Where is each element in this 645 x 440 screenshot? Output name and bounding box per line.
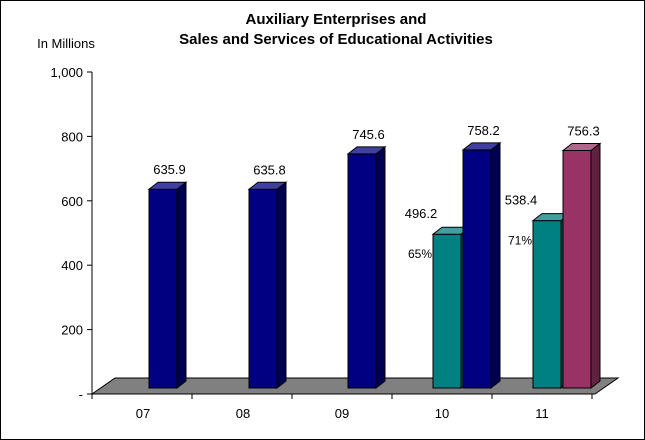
bar-front: [432, 233, 462, 389]
y-tick-label: -: [79, 387, 83, 402]
bar-front: [248, 188, 278, 389]
bar-top: [346, 146, 387, 155]
y-tick-label: 200: [61, 323, 83, 338]
bar-side: [276, 181, 287, 390]
bar-front: [148, 188, 178, 389]
bar-top: [247, 181, 288, 190]
bar-10-right: [461, 141, 502, 390]
bar-08-single: [247, 181, 288, 390]
bar-11-right: [561, 142, 602, 390]
y-tick-label: 1,000: [50, 65, 83, 80]
x-tick-label: 09: [335, 406, 349, 421]
y-tick-label: 400: [61, 258, 83, 273]
bar-side: [176, 181, 187, 390]
bar-top: [561, 142, 602, 151]
bar-front: [462, 149, 492, 389]
bar-percent-label: 71%: [508, 234, 532, 248]
x-tick-label: 07: [136, 406, 150, 421]
y-axis-label: In Millions: [37, 36, 95, 51]
chart-title-line-0: Auxiliary Enterprises and: [246, 11, 427, 28]
chart-title-line-1: Sales and Services of Educational Activi…: [179, 31, 493, 48]
bar-value-label: 756.3: [567, 123, 600, 138]
x-tick-label: 11: [535, 406, 549, 421]
x-tick-label: 10: [435, 406, 449, 421]
bar-value-label: 538.4: [505, 193, 538, 208]
x-tick-label: 08: [236, 406, 250, 421]
bar-top: [147, 181, 188, 190]
bar-side: [490, 141, 501, 390]
bar-front: [347, 153, 377, 389]
bar-side: [375, 145, 386, 390]
bar-value-label: 758.2: [467, 123, 500, 138]
bar-value-label: 745.6: [352, 127, 385, 142]
bar-value-label: 635.8: [253, 162, 286, 177]
y-tick-label: 800: [61, 129, 83, 144]
bar-side: [590, 142, 601, 390]
bar-09-single: [346, 145, 387, 390]
bar-value-label: 496.2: [405, 206, 438, 221]
y-tick-label: 600: [61, 194, 83, 209]
bar-front: [532, 220, 562, 389]
bar-percent-label: 65%: [408, 247, 432, 261]
bar-front: [562, 149, 592, 389]
bar-value-label: 635.9: [153, 162, 186, 177]
bar-07-single: [147, 181, 188, 390]
bar-top: [461, 142, 502, 151]
